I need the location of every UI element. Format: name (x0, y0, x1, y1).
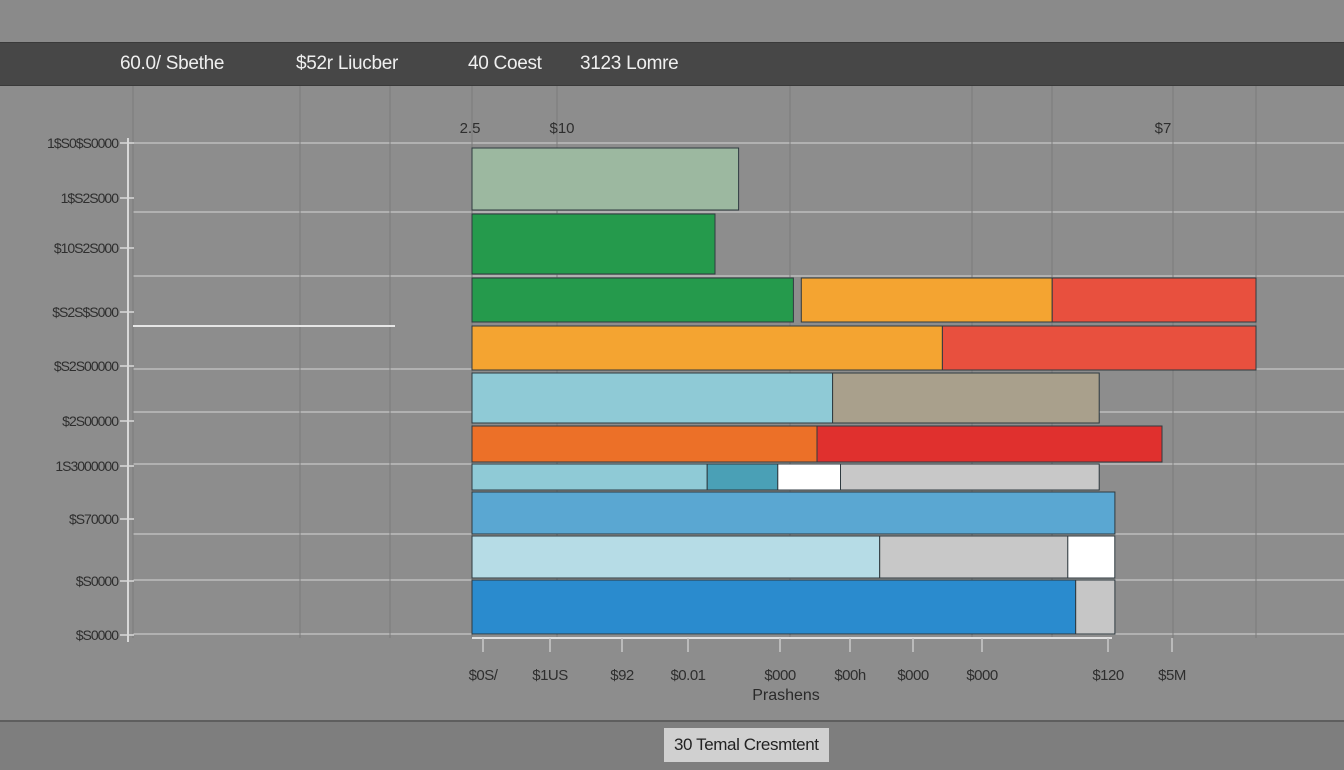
y-tick-label: $S0000 (76, 573, 119, 589)
bar-segment (471, 535, 881, 579)
x-tick-label: $000 (966, 667, 998, 684)
bar-segment (471, 579, 1077, 635)
summary-value: $52r (296, 53, 333, 74)
bar-segment (471, 491, 1116, 535)
y-tick-label: $S0000 (76, 627, 119, 643)
x-tick-label: $120 (1092, 667, 1124, 684)
y-tick-label: $10S2S000 (54, 240, 119, 256)
summary-item: 60.0/ Sbethe (120, 53, 224, 75)
bar-segment (471, 463, 708, 491)
x-tick-label: $000 (764, 667, 796, 684)
summary-label: Lomre (626, 53, 679, 74)
bar-segment (816, 425, 1163, 463)
summary-item: 3123 Lomre (580, 53, 679, 75)
bar-segment (879, 535, 1069, 579)
y-tick-label: $S70000 (69, 511, 119, 527)
x-tick-label: $000 (897, 667, 929, 684)
x-tick-label: $0.01 (670, 667, 705, 684)
bar-segment (471, 372, 834, 424)
bar-segment (1051, 277, 1257, 323)
x-tick-label: $5M (1158, 667, 1186, 684)
bar-segment (832, 372, 1100, 424)
bar-layer (471, 147, 1257, 635)
x-axis-title: Prashens (752, 687, 820, 704)
bar-segment (1075, 579, 1116, 635)
summary-header-bar: 60.0/ Sbethe $52r Liucber 40 Coest 3123 … (0, 42, 1344, 86)
y-tick-label: 1$S0$S0000 (47, 135, 119, 151)
summary-item: $52r Liucber (296, 53, 398, 75)
summary-label: Liucber (337, 53, 399, 74)
footer-bar: 30 Temal Cresmtent (0, 720, 1344, 770)
chart-panel: 1$S0$S0000 1$S2S000 $10S2S000 $S2S$S000 $S2S… (0, 86, 1344, 720)
bar-segment (471, 425, 818, 463)
summary-value: 40 (468, 53, 489, 74)
bar-segment (1067, 535, 1116, 579)
axis-layer: 1$S0$S0000 1$S2S000 $10S2S000 $S2S$S000 $S2S… (47, 120, 1186, 684)
y-tick-label: 1$S2S000 (61, 190, 120, 206)
summary-label: Sbethe (165, 53, 225, 74)
top-strip (0, 0, 1344, 42)
bar-segment (471, 147, 740, 211)
x-tick-label: $1US (532, 667, 568, 684)
footer-label: 30 Temal Cresmtent (664, 728, 829, 762)
summary-value: 3123 (580, 53, 622, 74)
y-tick-label: $2S00000 (62, 413, 119, 429)
summary-label: Coest (493, 53, 542, 74)
x-tick-label: $0S/ (469, 667, 499, 684)
bar-chart: 1$S0$S0000 1$S2S000 $10S2S000 $S2S$S000 $S2S… (47, 86, 1344, 704)
top-value-label: $7 (1155, 120, 1172, 137)
bar-segment (471, 325, 943, 371)
bar-segment (706, 463, 779, 491)
bar-segment (800, 277, 1053, 323)
y-tick-label: $S2S00000 (54, 358, 119, 374)
bar-segment (777, 463, 841, 491)
top-value-label: $10 (549, 120, 574, 137)
top-value-label: 2.5 (460, 120, 481, 137)
y-tick-label: $S2S$S000 (52, 304, 119, 320)
bar-segment (471, 277, 794, 323)
bar-segment (840, 463, 1100, 491)
y-tick-label: 1S3000000 (55, 458, 119, 474)
x-tick-label: $00h (834, 667, 866, 684)
bar-segment (471, 213, 716, 275)
summary-value: 60.0/ (120, 53, 161, 74)
bar-segment (941, 325, 1257, 371)
x-tick-label: $92 (610, 667, 634, 684)
summary-item: 40 Coest (468, 53, 542, 75)
